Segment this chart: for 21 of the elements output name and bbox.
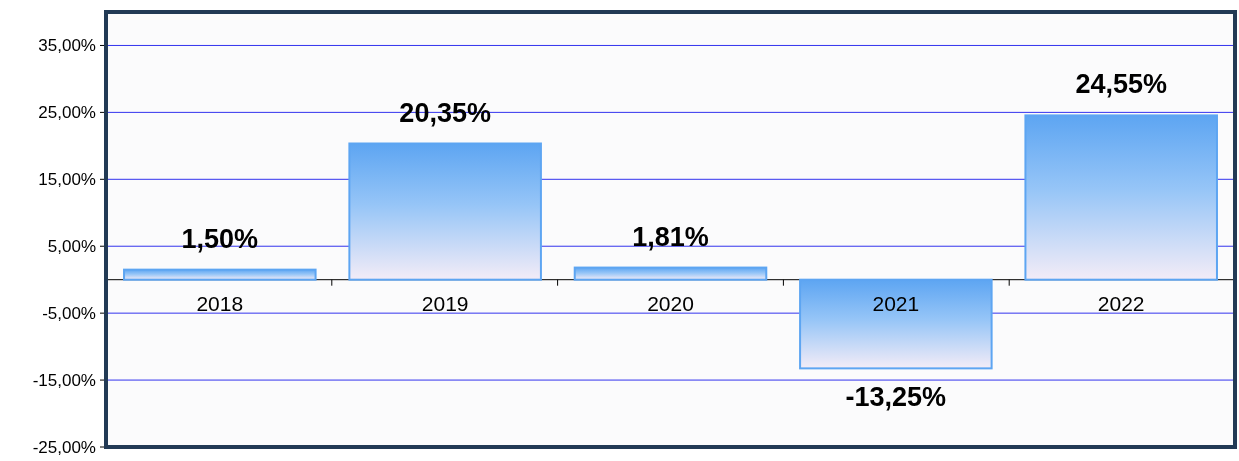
x-tick-label: 2019	[421, 291, 469, 315]
bar	[573, 266, 768, 281]
y-tick-label: 35,00%	[38, 36, 96, 56]
y-tick-label: 15,00%	[38, 170, 96, 190]
bar	[1024, 114, 1218, 281]
data-label: 1,81%	[632, 221, 709, 252]
y-tick-label: 25,00%	[38, 103, 96, 123]
data-label: 24,55%	[1075, 69, 1167, 100]
data-label: -13,25%	[845, 382, 947, 413]
x-tick-label: 2020	[647, 291, 694, 315]
y-tick-label: -15,00%	[32, 371, 96, 391]
y-tick-label: -25,00%	[32, 437, 96, 457]
x-tick-label: 2021	[872, 291, 920, 315]
bar	[123, 268, 317, 281]
x-tick-label: 2022	[1097, 291, 1145, 315]
y-tick-label: 5,00%	[47, 237, 96, 257]
bar	[799, 278, 993, 370]
y-tick-label: -5,00%	[42, 304, 96, 324]
bar	[348, 142, 542, 281]
x-tick-label: 2018	[196, 291, 244, 315]
data-label: 1,50%	[181, 223, 259, 254]
